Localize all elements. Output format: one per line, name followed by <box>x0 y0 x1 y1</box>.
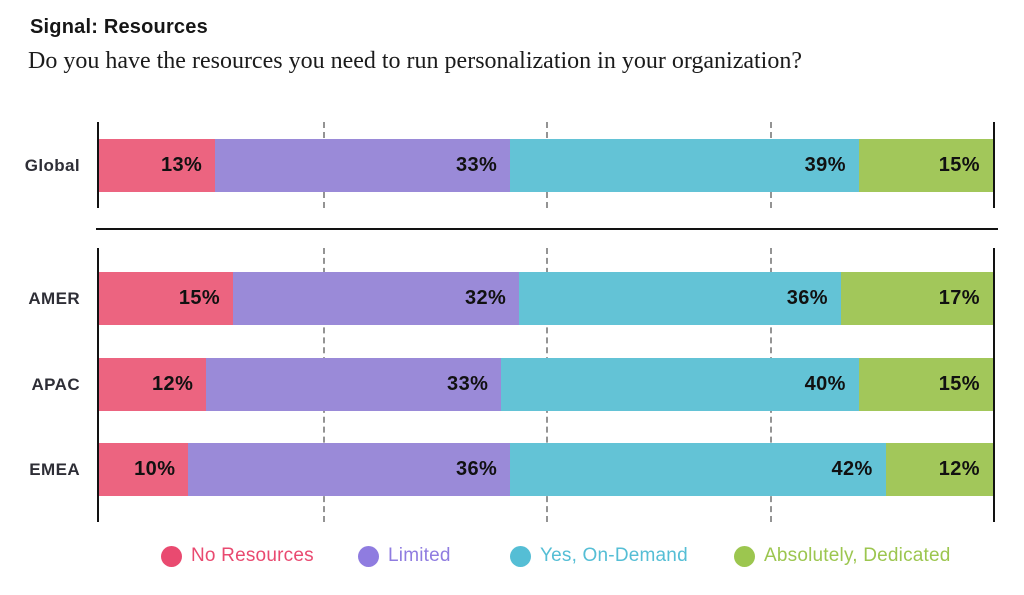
legend-label: Yes, On-Demand <box>540 545 688 566</box>
chart-legend: No Resources Limited Yes, On-Demand Abso… <box>0 545 1024 571</box>
segment-value-label: 36% <box>455 458 498 480</box>
legend-label: Limited <box>388 545 451 566</box>
bar-segment: 33% <box>206 358 502 411</box>
bar-segment: 10% <box>99 443 189 496</box>
bar-segment: 36% <box>188 443 511 496</box>
group-separator-line <box>96 228 998 230</box>
segment-value-label: 36% <box>786 287 828 309</box>
bar-segment: 13% <box>99 139 216 192</box>
segment-value-label: 42% <box>831 458 873 480</box>
global-group-frame: Global 13% 33% 39% 15% <box>25 122 995 208</box>
bar-row: EMEA 10% 36% 42% 12% <box>29 443 993 496</box>
bar-segment: 12% <box>885 443 993 496</box>
bar-segment: 12% <box>99 358 207 411</box>
legend-label: No Resources <box>191 545 314 566</box>
bar-segment: 33% <box>215 139 511 192</box>
segment-value-label: 15% <box>178 287 221 309</box>
stacked-bar: 10% 36% 42% 12% <box>99 443 993 496</box>
regions-group-frame: AMER 15% 32% 36% 17% APAC 12% 33% 40% 15… <box>28 248 995 522</box>
legend-label: Absolutely, Dedicated <box>764 545 951 566</box>
segment-value-label: 10% <box>134 458 176 480</box>
segment-value-label: 40% <box>804 373 846 395</box>
bar-segment: 39% <box>510 139 859 192</box>
bar-segment: 36% <box>519 272 841 325</box>
segment-value-label: 13% <box>160 154 203 176</box>
category-label: AMER <box>28 288 80 308</box>
bar-segment: 15% <box>858 139 993 192</box>
legend-color-dot <box>161 545 182 567</box>
legend-item: Limited <box>358 545 451 567</box>
stacked-bar: 13% 33% 39% 15% <box>99 139 993 192</box>
bar-segment: 15% <box>858 358 993 411</box>
bar-segment: 32% <box>233 272 520 325</box>
segment-value-label: 15% <box>938 373 980 395</box>
bar-row: APAC 12% 33% 40% 15% <box>31 358 993 411</box>
bar-segment: 42% <box>510 443 886 496</box>
legend-color-dot <box>358 545 379 567</box>
bar-row: AMER 15% 32% 36% 17% <box>28 272 993 325</box>
segment-value-label: 39% <box>804 154 846 176</box>
bar-segment: 40% <box>501 358 859 411</box>
category-label: EMEA <box>29 459 80 479</box>
segment-value-label: 12% <box>938 458 980 480</box>
legend-item: Yes, On-Demand <box>510 545 688 567</box>
legend-color-dot <box>734 545 755 567</box>
legend-color-dot <box>510 545 531 567</box>
stacked-bar: 12% 33% 40% 15% <box>99 358 993 411</box>
legend-item: No Resources <box>161 545 314 567</box>
segment-value-label: 32% <box>464 287 507 309</box>
bar-row: Global 13% 33% 39% 15% <box>25 139 993 192</box>
category-label: APAC <box>31 374 80 394</box>
survey-question: Do you have the resources you need to ru… <box>28 48 802 74</box>
bar-segment: 17% <box>841 272 993 325</box>
segment-value-label: 12% <box>152 373 194 395</box>
page-title: Signal: Resources <box>30 16 208 38</box>
legend-item: Absolutely, Dedicated <box>734 545 951 567</box>
bar-segment: 15% <box>99 272 234 325</box>
segment-value-label: 15% <box>938 154 980 176</box>
segment-value-label: 17% <box>938 287 980 309</box>
category-label: Global <box>24 155 80 175</box>
stacked-bar: 15% 32% 36% 17% <box>99 272 993 325</box>
segment-value-label: 33% <box>447 373 489 395</box>
segment-value-label: 33% <box>456 154 498 176</box>
